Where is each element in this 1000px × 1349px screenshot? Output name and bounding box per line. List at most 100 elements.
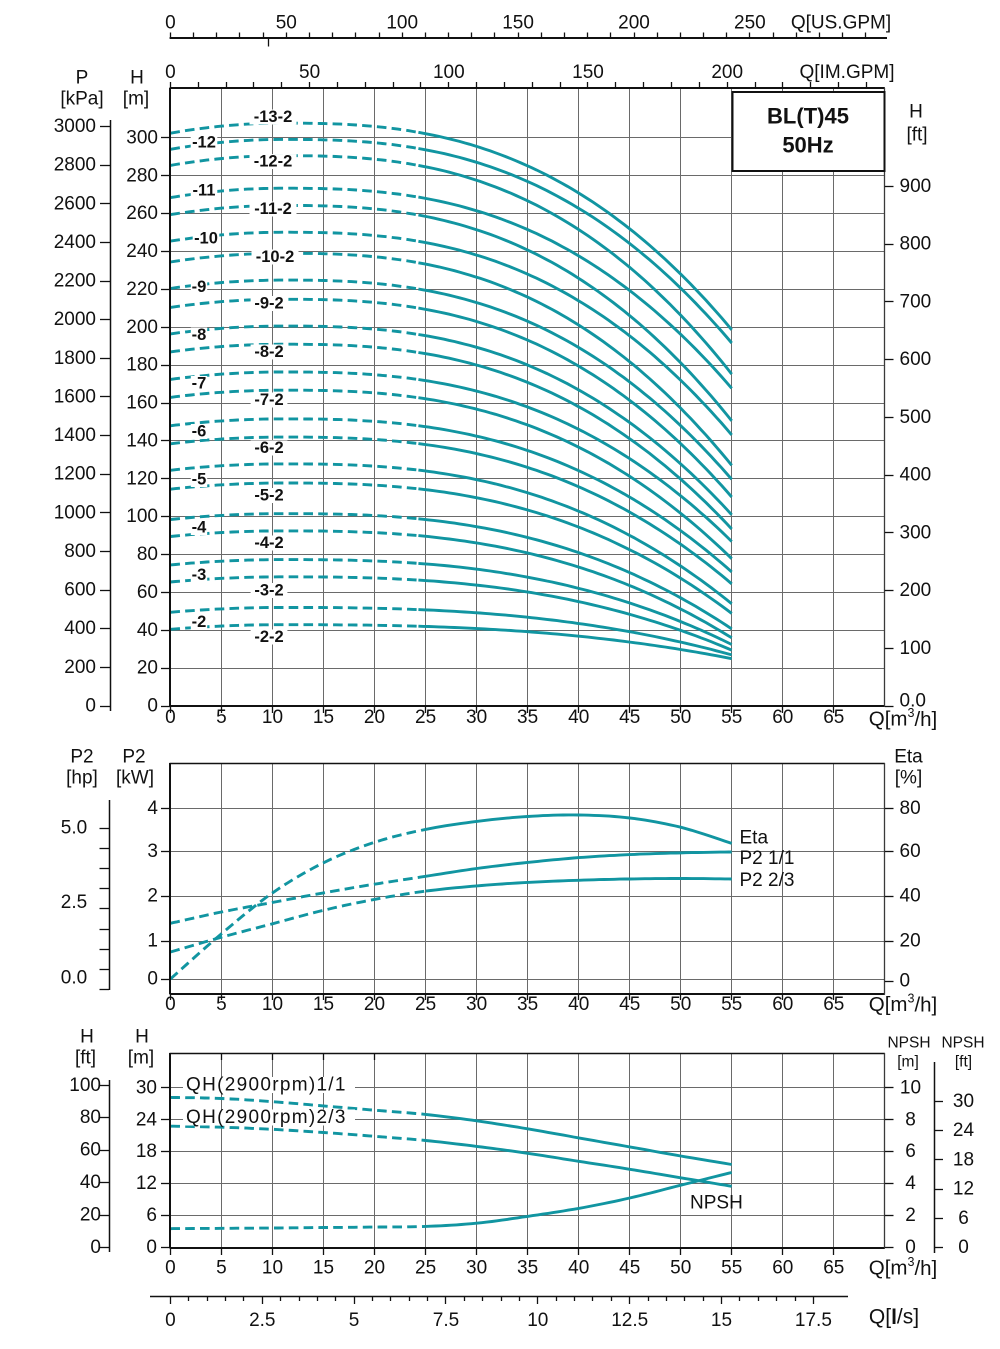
svg-text:800: 800 <box>64 541 96 562</box>
svg-text:20: 20 <box>137 658 158 679</box>
svg-text:-4: -4 <box>192 519 207 537</box>
svg-text:24: 24 <box>953 1120 975 1141</box>
svg-text:0.0: 0.0 <box>61 968 87 989</box>
svg-text:P2 1/1: P2 1/1 <box>740 848 795 869</box>
svg-text:280: 280 <box>126 165 158 186</box>
svg-text:30: 30 <box>136 1077 157 1098</box>
svg-text:H: H <box>135 1027 149 1048</box>
svg-text:150: 150 <box>502 13 534 34</box>
svg-text:0: 0 <box>165 1310 176 1331</box>
svg-text:[%]: [%] <box>895 768 922 789</box>
svg-text:-2: -2 <box>192 613 207 631</box>
svg-text:15: 15 <box>313 994 334 1015</box>
svg-text:40: 40 <box>568 707 589 728</box>
svg-text:H: H <box>80 1027 94 1048</box>
svg-text:17.5: 17.5 <box>795 1310 832 1331</box>
svg-text:55: 55 <box>721 1258 742 1279</box>
svg-text:3: 3 <box>147 841 158 862</box>
svg-text:20: 20 <box>80 1205 101 1226</box>
svg-text:-9: -9 <box>192 278 207 296</box>
svg-text:3000: 3000 <box>54 116 96 137</box>
svg-text:6: 6 <box>146 1205 157 1226</box>
svg-text:100: 100 <box>126 506 158 527</box>
svg-text:200: 200 <box>618 13 650 34</box>
svg-text:0.0: 0.0 <box>900 691 926 712</box>
svg-text:P2: P2 <box>70 747 93 768</box>
svg-text:-3: -3 <box>192 566 207 584</box>
svg-text:65: 65 <box>823 707 844 728</box>
svg-text:NPSH: NPSH <box>887 1035 930 1052</box>
svg-text:1800: 1800 <box>54 348 96 369</box>
svg-text:500: 500 <box>900 407 932 428</box>
svg-text:-7: -7 <box>192 375 207 393</box>
svg-text:QH(2900rpm)1/1: QH(2900rpm)1/1 <box>186 1075 347 1096</box>
svg-text:0: 0 <box>165 994 176 1015</box>
svg-text:1200: 1200 <box>54 464 96 485</box>
svg-text:50: 50 <box>670 994 691 1015</box>
svg-text:2600: 2600 <box>54 193 96 214</box>
svg-text:[m]: [m] <box>123 89 149 110</box>
svg-text:P: P <box>76 68 89 89</box>
svg-text:300: 300 <box>900 522 932 543</box>
svg-text:80: 80 <box>80 1107 101 1128</box>
svg-text:-12-2: -12-2 <box>254 153 293 171</box>
svg-text:10: 10 <box>262 707 283 728</box>
svg-text:55: 55 <box>721 707 742 728</box>
svg-text:Eta: Eta <box>894 747 923 768</box>
svg-text:30: 30 <box>466 994 487 1015</box>
svg-text:-3-2: -3-2 <box>254 582 283 600</box>
svg-text:P2 2/3: P2 2/3 <box>740 870 795 891</box>
svg-text:[kPa]: [kPa] <box>60 89 103 110</box>
svg-text:120: 120 <box>126 468 158 489</box>
svg-text:200: 200 <box>900 580 932 601</box>
svg-text:BL(T)45: BL(T)45 <box>767 104 849 129</box>
svg-text:18: 18 <box>136 1141 157 1162</box>
svg-text:-12: -12 <box>192 134 216 152</box>
svg-text:60: 60 <box>772 707 793 728</box>
svg-text:40: 40 <box>568 1258 589 1279</box>
svg-text:35: 35 <box>517 1258 538 1279</box>
svg-text:100: 100 <box>386 13 418 34</box>
svg-text:800: 800 <box>900 234 932 255</box>
svg-text:0: 0 <box>958 1237 969 1258</box>
svg-text:0: 0 <box>146 1237 157 1258</box>
svg-text:2.5: 2.5 <box>61 892 87 913</box>
svg-text:220: 220 <box>126 279 158 300</box>
svg-text:5: 5 <box>216 1258 227 1279</box>
svg-text:2200: 2200 <box>54 271 96 292</box>
svg-text:-8-2: -8-2 <box>254 343 283 361</box>
svg-text:12: 12 <box>953 1179 974 1200</box>
svg-text:400: 400 <box>900 465 932 486</box>
svg-text:0: 0 <box>165 62 176 83</box>
svg-text:45: 45 <box>619 994 640 1015</box>
svg-text:-13-2: -13-2 <box>254 108 293 126</box>
svg-text:240: 240 <box>126 241 158 262</box>
svg-text:160: 160 <box>126 393 158 414</box>
svg-text:40: 40 <box>137 620 158 641</box>
svg-text:H: H <box>909 102 923 123</box>
svg-text:5: 5 <box>349 1310 360 1331</box>
svg-text:-6: -6 <box>192 423 207 441</box>
svg-text:-10-2: -10-2 <box>256 248 295 266</box>
svg-text:12: 12 <box>136 1173 157 1194</box>
svg-text:45: 45 <box>619 707 640 728</box>
svg-text:Q[US.GPM]: Q[US.GPM] <box>791 13 891 34</box>
svg-text:10: 10 <box>900 1077 921 1098</box>
svg-text:20: 20 <box>364 1258 385 1279</box>
svg-text:6: 6 <box>905 1141 916 1162</box>
svg-text:4: 4 <box>905 1173 916 1194</box>
svg-text:60: 60 <box>900 841 921 862</box>
svg-text:-11: -11 <box>193 182 216 200</box>
svg-text:80: 80 <box>900 798 921 819</box>
svg-text:2400: 2400 <box>54 232 96 253</box>
svg-text:2: 2 <box>905 1205 916 1226</box>
svg-text:2.5: 2.5 <box>249 1310 275 1331</box>
svg-text:25: 25 <box>415 707 436 728</box>
svg-text:H: H <box>130 68 144 89</box>
svg-text:-2-2: -2-2 <box>254 628 283 646</box>
svg-text:-10: -10 <box>194 230 218 248</box>
svg-text:25: 25 <box>415 1258 436 1279</box>
svg-text:140: 140 <box>126 430 158 451</box>
svg-text:100: 100 <box>900 638 932 659</box>
svg-text:60: 60 <box>80 1140 101 1161</box>
